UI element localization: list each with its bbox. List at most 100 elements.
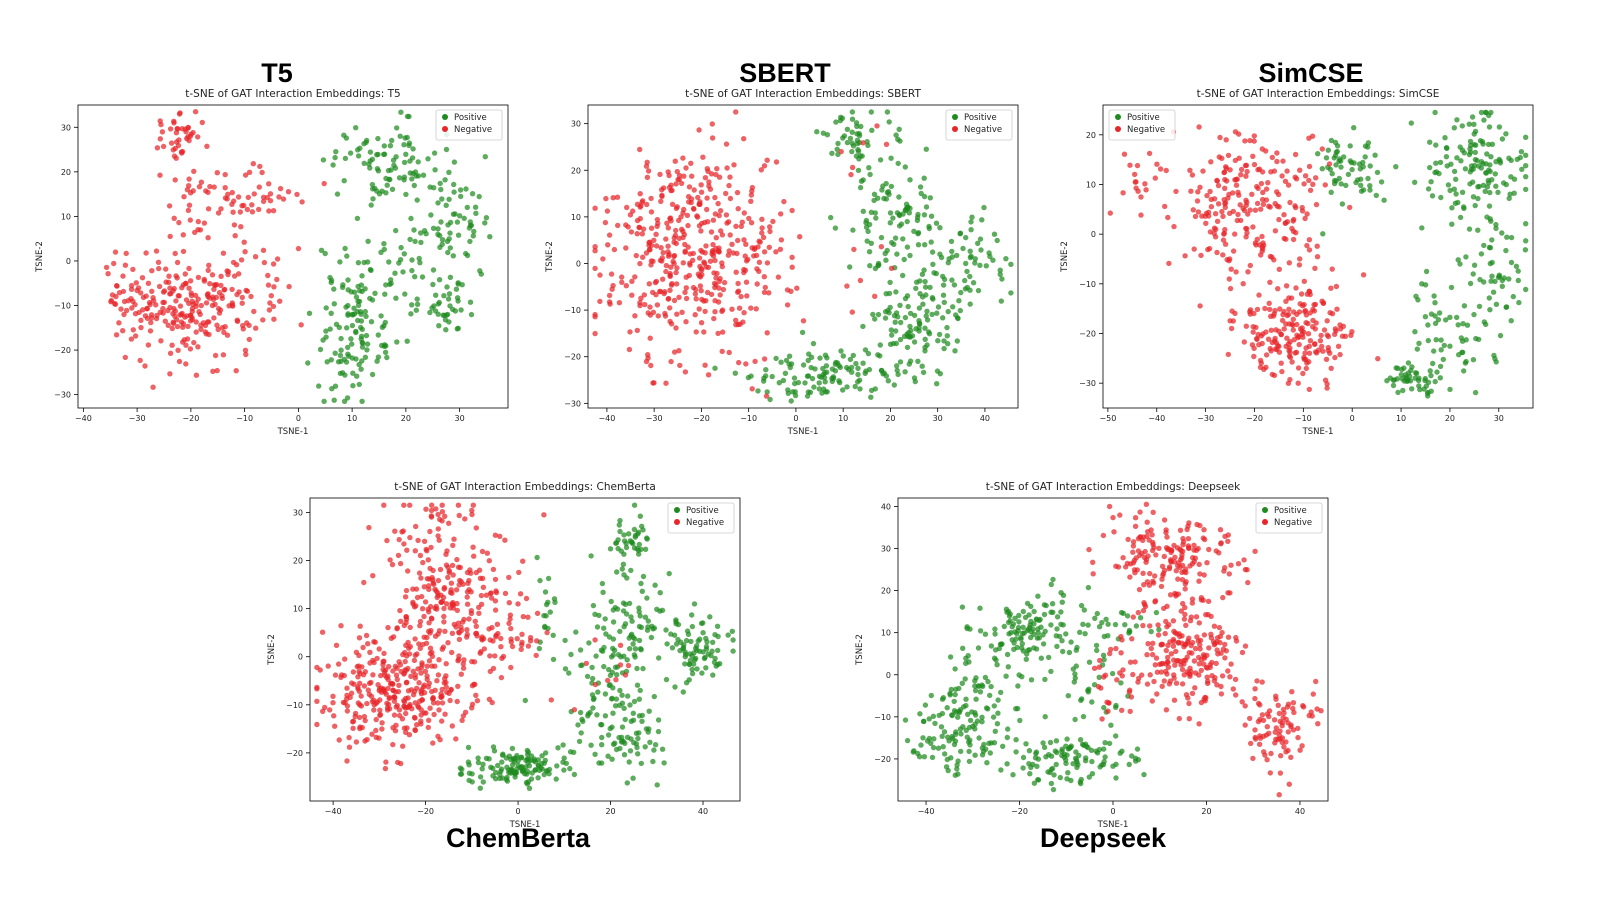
positive-point	[602, 713, 609, 719]
negative-point	[629, 292, 635, 298]
positive-point	[628, 614, 634, 620]
negative-point	[733, 317, 739, 323]
negative-point	[1257, 702, 1263, 708]
negative-point	[517, 591, 524, 597]
negative-point	[1296, 341, 1302, 348]
negative-point	[342, 656, 348, 662]
x-tick-label: 30	[1494, 414, 1504, 423]
negative-point	[1172, 554, 1178, 560]
negative-point	[706, 179, 712, 185]
positive-point	[401, 159, 408, 166]
negative-point	[749, 184, 756, 191]
positive-point	[856, 132, 863, 139]
negative-point	[712, 211, 719, 217]
negative-point	[1279, 173, 1285, 179]
x-tick-label: 0	[296, 414, 301, 423]
negative-point	[455, 502, 462, 508]
negative-point	[371, 707, 377, 713]
negative-point	[1219, 208, 1225, 215]
negative-point	[1271, 168, 1278, 174]
negative-point	[753, 306, 759, 312]
positive-point	[866, 165, 872, 171]
negative-point	[1196, 124, 1202, 130]
positive-point	[886, 290, 893, 297]
negative-point	[625, 662, 632, 669]
negative-point	[1245, 211, 1251, 217]
positive-point	[1447, 386, 1453, 393]
negative-point	[1208, 204, 1215, 210]
negative-point	[1285, 729, 1291, 735]
positive-point	[965, 711, 971, 717]
negative-point	[592, 330, 598, 337]
negative-point	[1241, 557, 1247, 563]
positive-point	[1059, 748, 1065, 754]
positive-point	[1118, 680, 1124, 686]
negative-point	[733, 269, 739, 275]
negative-point	[1222, 185, 1228, 191]
negative-point	[1247, 262, 1253, 269]
negative-point	[749, 245, 755, 251]
negative-point	[734, 189, 741, 196]
positive-point	[452, 211, 458, 217]
positive-point	[1010, 772, 1016, 778]
positive-point	[1153, 609, 1160, 616]
negative-point	[180, 324, 186, 330]
positive-point	[997, 267, 1003, 273]
positive-point	[1508, 234, 1515, 241]
negative-point	[432, 663, 438, 669]
positive-point	[436, 299, 442, 306]
negative-point	[1228, 661, 1234, 667]
negative-point	[169, 325, 175, 332]
positive-point	[479, 766, 485, 772]
positive-point	[1011, 646, 1017, 652]
negative-point	[1227, 590, 1233, 596]
positive-point	[923, 146, 929, 152]
positive-point	[791, 375, 798, 381]
negative-point	[384, 705, 391, 711]
negative-point	[1278, 360, 1284, 366]
positive-point	[1469, 114, 1476, 120]
negative-point	[1266, 203, 1272, 209]
positive-point	[306, 310, 313, 316]
negative-point	[1191, 542, 1197, 548]
negative-point	[761, 274, 767, 280]
negative-point	[239, 294, 245, 301]
negative-point	[335, 661, 342, 667]
negative-point	[260, 317, 266, 323]
positive-point	[1141, 771, 1147, 778]
negative-point	[874, 123, 880, 129]
negative-point	[271, 284, 277, 290]
positive-point	[911, 228, 917, 234]
positive-point	[1003, 256, 1009, 262]
positive-point	[1441, 342, 1447, 349]
negative-point	[1132, 659, 1138, 665]
negative-point	[412, 727, 419, 734]
y-tick-label: −10	[874, 713, 891, 722]
negative-point	[1233, 182, 1240, 188]
negative-point	[1304, 242, 1310, 249]
negative-point	[1319, 146, 1325, 152]
negative-point	[1171, 638, 1177, 645]
positive-point	[829, 366, 836, 372]
negative-point	[789, 254, 795, 260]
legend-label: Negative	[964, 125, 1002, 135]
negative-point	[408, 673, 414, 679]
positive-point	[541, 760, 547, 766]
negative-point	[1242, 138, 1248, 144]
positive-point	[875, 352, 881, 358]
negative-point	[479, 548, 486, 555]
positive-point	[447, 245, 453, 251]
positive-point	[1004, 734, 1010, 741]
positive-point	[333, 149, 339, 155]
positive-point	[511, 756, 517, 763]
negative-point	[660, 250, 666, 256]
negative-point	[1197, 646, 1203, 652]
positive-point	[1436, 310, 1443, 316]
negative-point	[1222, 241, 1229, 247]
negative-point	[191, 168, 197, 174]
negative-point	[414, 651, 420, 657]
y-tick-label: −30	[54, 391, 71, 400]
negative-point	[1250, 224, 1256, 230]
positive-point	[402, 135, 408, 141]
negative-point	[1303, 365, 1309, 372]
